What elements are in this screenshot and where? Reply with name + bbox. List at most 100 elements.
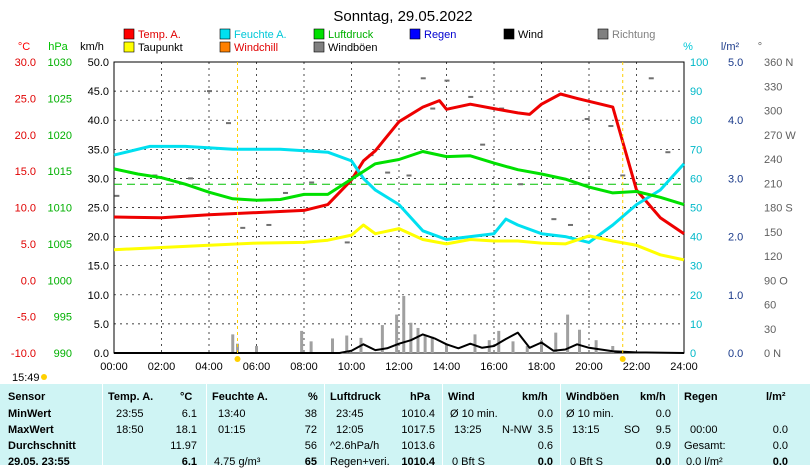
legend-swatch [503, 28, 515, 40]
sunset-marker [619, 356, 626, 362]
gust-bar [445, 343, 448, 353]
gust-bar [380, 325, 384, 353]
direction-tick-label: 150 [764, 227, 782, 239]
humidity-tick-label: 10 [690, 319, 702, 331]
direction-tick-label: 300 [764, 106, 782, 118]
feuchte-min: 38 [304, 408, 317, 420]
pressure-tick-label: 1030 [48, 57, 72, 69]
boen-avg: 0.9 [655, 440, 671, 452]
direction-point [551, 218, 557, 221]
boen-min-label: Ø 10 min. [566, 408, 614, 420]
regen-unit: l/m² [766, 391, 786, 403]
direction-unit: ° [758, 41, 762, 53]
rain-tick-label: 3.0 [728, 173, 743, 185]
direction-point [240, 226, 246, 229]
legend-label: Wind [518, 29, 543, 41]
gust-bar [554, 332, 558, 353]
gust-bar [236, 343, 239, 353]
direction-point [420, 77, 426, 80]
direction-point [226, 122, 231, 125]
temp-unit: °C [180, 391, 193, 403]
boen-header: Windböen [566, 391, 620, 403]
gust-bar [345, 335, 349, 353]
tick-labels: 30.025.020.015.010.05.00.0-5.0-10.010301… [11, 57, 796, 373]
luft-trend: ^2.6hPa/h [330, 440, 380, 452]
temp-min-time: 23:55 [116, 408, 144, 420]
row-label-max: MaxWert [8, 424, 54, 436]
wind-tick-label: 25.0 [88, 203, 109, 215]
boen-max-time: 13:15 [572, 424, 600, 436]
regen-max: 0.0 [772, 424, 788, 436]
rain-tick-label: 4.0 [728, 115, 743, 127]
regen-now: 0.0 [772, 456, 788, 468]
feuchte-avg: 56 [304, 440, 317, 452]
legend-swatch [219, 41, 231, 53]
temp-now: 6.1 [181, 456, 197, 468]
row-label-now: 29.05. 23:55 [8, 456, 70, 468]
feuchte-now-extra: 4.75 g/m³ [214, 456, 261, 468]
wind-max-bft: 3.5 [537, 424, 553, 436]
gust-bar [430, 336, 434, 353]
wind-now-extra: 0 Bft S [452, 456, 486, 468]
gust-bar [402, 295, 406, 353]
legend-swatch [219, 28, 231, 40]
direction-point [207, 90, 212, 93]
direction-tick-label: 30 [764, 324, 776, 336]
feuchte-header: Feuchte A. [212, 391, 268, 403]
direction-point [620, 174, 626, 177]
temp-tick-label: 25.0 [15, 93, 36, 105]
legend-label: Luftdruck [328, 29, 374, 41]
legend-swatch [597, 28, 609, 40]
direction-point [344, 241, 350, 244]
direction-point [406, 174, 412, 177]
gust-bar [255, 346, 258, 353]
gust-bar [416, 327, 420, 353]
pressure-tick-label: 990 [54, 348, 72, 360]
direction-tick-label: 360 N [764, 57, 793, 69]
x-tick-label: 02:00 [148, 361, 176, 373]
temp-min: 6.1 [181, 408, 197, 420]
direction-tick-label: 270 W [764, 130, 796, 142]
gust-bar [300, 330, 304, 353]
stats-panel: Sensor MinWert MaxWert Durchschnitt 29.0… [0, 384, 810, 468]
legend-swatch [313, 28, 325, 40]
gust-bar [395, 314, 399, 353]
legend: Temp. A. Feuchte A. Luftdruck Regen Wind Rich… [123, 28, 655, 54]
x-tick-label: 20:00 [575, 361, 603, 373]
weather-chart: Sonntag, 29.05.2022 Temp. A. Feuchte A. Lu… [11, 8, 796, 380]
sunrise-marker [234, 356, 241, 362]
x-tick-label: 00:00 [100, 361, 128, 373]
legend-swatch [409, 28, 421, 40]
legend-label: Windchill [234, 42, 278, 54]
gust-bar [231, 334, 235, 353]
temp-tick-label: 0.0 [21, 275, 36, 287]
direction-point [648, 77, 654, 80]
x-tick-label: 06:00 [243, 361, 271, 373]
gust-bar [566, 314, 570, 353]
wind-tick-label: 40.0 [88, 115, 109, 127]
wind-min: 0.0 [537, 408, 553, 420]
humidity-tick-label: 70 [690, 144, 702, 156]
boen-unit: km/h [640, 391, 666, 403]
temp-tick-label: 15.0 [15, 166, 36, 178]
direction-point [568, 223, 573, 226]
gust-bar [511, 341, 515, 353]
wind-unit: km/h [522, 391, 548, 403]
direction-point [114, 194, 120, 197]
x-tick-label: 08:00 [290, 361, 318, 373]
direction-tick-label: 240 [764, 154, 782, 166]
luft-max-time: 12:05 [336, 424, 364, 436]
humidity-unit: % [683, 41, 693, 53]
feuchte-max: 72 [304, 424, 317, 436]
direction-tick-label: 120 [764, 251, 782, 263]
wind-max-dir: N-NW [502, 424, 532, 436]
direction-tick-label: 210 [764, 178, 782, 190]
luft-header: Luftdruck [330, 391, 381, 403]
temp-header: Temp. A. [108, 391, 154, 403]
regen-gesamt: 0.0 [772, 440, 788, 452]
humidity-tick-label: 30 [690, 261, 702, 273]
wind-max-time: 13:25 [454, 424, 482, 436]
gust-bar [594, 340, 598, 353]
wind-now: 0.0 [537, 456, 553, 468]
temp-max: 18.1 [175, 424, 197, 436]
